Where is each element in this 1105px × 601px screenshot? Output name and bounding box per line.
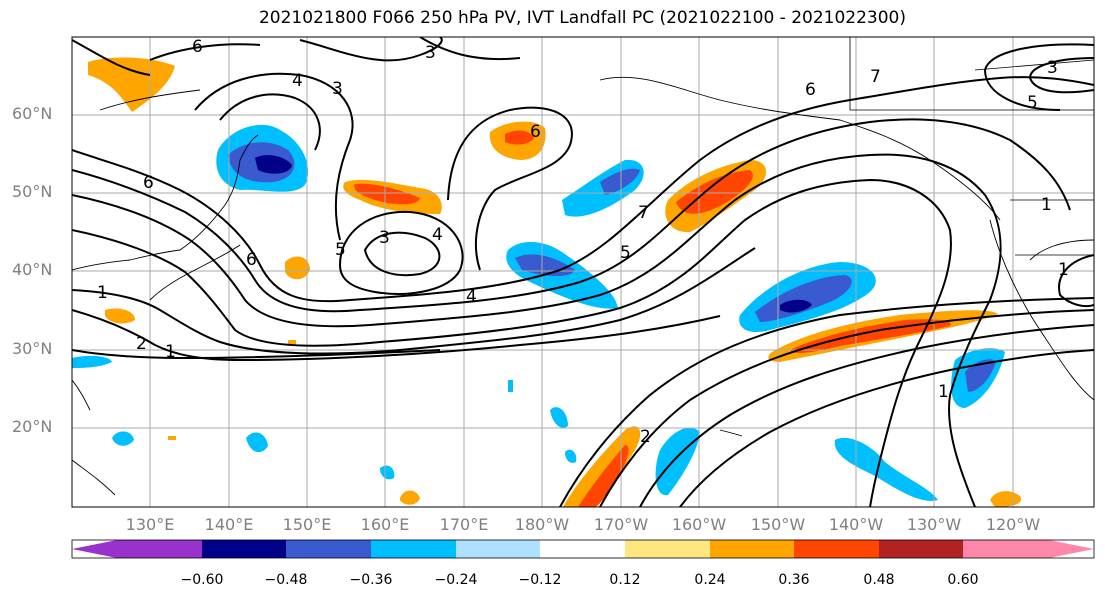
lon-label: 170°E [439, 515, 489, 534]
contour-label: 3 [332, 79, 343, 99]
lon-label: 120°W [985, 515, 1041, 534]
colorbar-tick-label: 0.36 [778, 572, 810, 588]
colorbar-cell [794, 540, 879, 558]
colorbar-tick-label: −0.36 [349, 572, 393, 588]
graticule [72, 37, 1094, 507]
colorbar-cell [625, 540, 710, 558]
colorbar-cell [710, 540, 794, 558]
contour-label: 1 [1041, 195, 1052, 215]
pv-contours [72, 37, 1094, 507]
contour-label: 2 [136, 334, 147, 354]
lat-label: 60°N [12, 104, 53, 123]
colorbar-cell [117, 540, 202, 558]
lon-label: 140°E [204, 515, 254, 534]
colorbar-tick-label: 0.24 [694, 572, 726, 588]
map-title: 2021021800 F066 250 hPa PV, IVT Landfall… [258, 8, 906, 28]
lat-label: 40°N [12, 260, 53, 279]
lon-label: 180°W [514, 515, 570, 534]
colorbar-cell [540, 540, 625, 558]
lon-label: 160°W [671, 515, 727, 534]
lon-label: 150°W [750, 515, 806, 534]
contour-label: 4 [292, 71, 303, 91]
contour-label: 1 [1058, 260, 1069, 280]
colorbar-cell [456, 540, 540, 558]
contour-label: 3 [425, 43, 436, 63]
colorbar-min-arrow [72, 540, 117, 558]
colorbar-tick-label: −0.60 [180, 572, 224, 588]
map-frame [71, 36, 1095, 508]
colorbar-tick-label: 0.60 [947, 572, 979, 588]
colorbar-cell [963, 540, 1049, 558]
lat-label: 50°N [12, 182, 53, 201]
colorbar-tick-label: −0.24 [434, 572, 478, 588]
contour-label: 1 [938, 382, 949, 402]
contour-label: 6 [192, 37, 203, 57]
lon-label: 130°W [906, 515, 962, 534]
colorbar-max-arrow [1049, 540, 1094, 558]
colorbar-outline [71, 539, 1095, 559]
lon-label: 170°W [593, 515, 649, 534]
colorbar [71, 539, 1095, 559]
contour-label: 6 [246, 250, 257, 270]
lon-label: 150°E [282, 515, 332, 534]
contour-label: 4 [432, 225, 443, 245]
colorbar-cell [371, 540, 456, 558]
contour-label: 5 [1027, 93, 1038, 113]
colorbar-tick-label: −0.12 [518, 572, 562, 588]
contour-label: 1 [97, 283, 108, 303]
lon-label: 160°E [360, 515, 410, 534]
lon-label: 130°E [125, 515, 175, 534]
colorbar-tick-label: 0.48 [863, 572, 895, 588]
contour-label: 5 [335, 240, 346, 260]
borders [849, 37, 1094, 256]
contour-label: 6 [530, 122, 541, 142]
contour-label: 7 [870, 67, 881, 87]
colorbar-tick-label: 0.12 [609, 572, 641, 588]
contour-label: 6 [805, 80, 816, 100]
colorbar-cell [202, 540, 286, 558]
contour-label: 3 [379, 228, 390, 248]
lon-label: 140°W [828, 515, 884, 534]
colorbar-tick-label: −0.48 [264, 572, 308, 588]
contour-label: 4 [466, 287, 477, 307]
colorbar-cell [286, 540, 371, 558]
lat-label: 30°N [12, 339, 53, 358]
lat-label: 20°N [12, 417, 53, 436]
contour-labels: 6 3 4 3 6 7 6 3 5 1 5 3 4 6 5 4 1 2 1 7 … [97, 37, 1069, 447]
contour-label: 2 [640, 427, 651, 447]
contour-label: 7 [638, 203, 649, 223]
contour-label: 3 [1047, 58, 1058, 78]
contour-label: 6 [143, 173, 154, 193]
contour-label: 1 [165, 342, 176, 362]
contour-label: 5 [620, 243, 631, 263]
colorbar-cell [879, 540, 963, 558]
